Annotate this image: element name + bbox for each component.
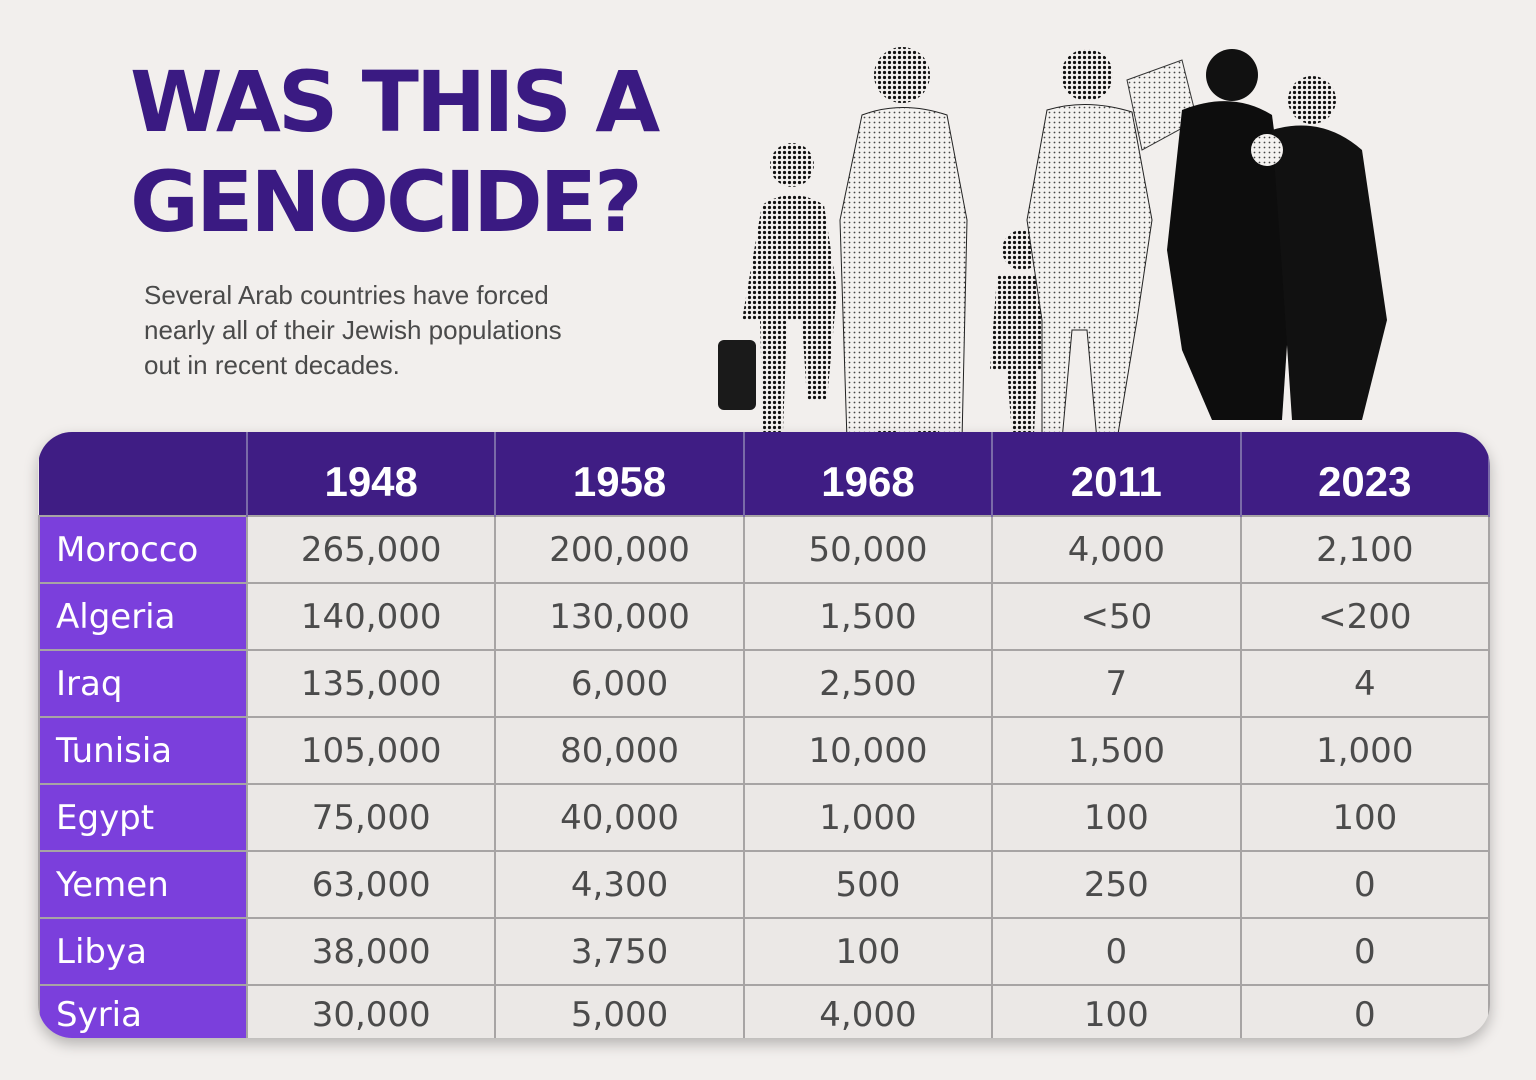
value-cell: 135,000 <box>245 649 497 718</box>
value-cell: 200,000 <box>494 515 745 584</box>
year-header: 1958 <box>495 432 745 516</box>
value-cell: 1,000 <box>742 783 994 852</box>
value-cell: 2,500 <box>742 649 994 718</box>
value-cell: 75,000 <box>245 783 497 852</box>
value-cell: 100 <box>991 984 1242 1038</box>
value-cell: 38,000 <box>245 917 497 986</box>
value-cell: 6,000 <box>494 649 745 718</box>
value-cell: 1,000 <box>1239 716 1490 785</box>
country-cell: Yemen <box>38 850 248 919</box>
value-cell: 0 <box>1239 850 1490 919</box>
subtitle: Several Arab countries have forced nearl… <box>144 280 562 380</box>
country-cell: Tunisia <box>38 716 248 785</box>
women-figures-dark <box>1167 49 1387 420</box>
country-cell: Libya <box>38 917 248 986</box>
value-cell: 10,000 <box>742 716 994 785</box>
value-cell: 2,100 <box>1239 515 1490 584</box>
country-cell: Algeria <box>38 582 248 651</box>
value-cell: 0 <box>1239 917 1490 986</box>
country-cell: Iraq <box>38 649 248 718</box>
value-cell: 40,000 <box>494 783 745 852</box>
table-row: Morocco 265,000 200,000 50,000 4,000 2,1… <box>38 515 1490 584</box>
year-header: 1968 <box>743 432 994 516</box>
table-row: Libya 38,000 3,750 100 0 0 <box>38 917 1490 986</box>
country-cell: Syria <box>38 984 248 1038</box>
value-cell: 30,000 <box>245 984 497 1038</box>
value-cell: 130,000 <box>494 582 745 651</box>
country-cell: Egypt <box>38 783 248 852</box>
value-cell: 500 <box>742 850 994 919</box>
value-cell: 4,300 <box>494 850 745 919</box>
value-cell: 1,500 <box>991 716 1242 785</box>
value-cell: 80,000 <box>494 716 745 785</box>
value-cell: 0 <box>991 917 1242 986</box>
value-cell: <50 <box>991 582 1242 651</box>
table-row: Iraq 135,000 6,000 2,500 7 4 <box>38 649 1490 718</box>
table-row: Algeria 140,000 130,000 1,500 <50 <200 <box>38 582 1490 651</box>
value-cell: 63,000 <box>245 850 497 919</box>
value-cell: 105,000 <box>245 716 497 785</box>
value-cell: 265,000 <box>245 515 497 584</box>
table-row: Syria 30,000 5,000 4,000 100 0 <box>38 984 1490 1038</box>
value-cell: 100 <box>742 917 994 986</box>
title-line-1: WAS THIS A <box>130 53 660 151</box>
child-figure-left <box>718 143 837 460</box>
value-cell: 3,750 <box>494 917 745 986</box>
value-cell: 5,000 <box>494 984 745 1038</box>
value-cell: 100 <box>1239 783 1490 852</box>
value-cell: 1,500 <box>742 582 994 651</box>
value-cell: 4 <box>1239 649 1490 718</box>
value-cell: 250 <box>991 850 1242 919</box>
value-cell: 140,000 <box>245 582 497 651</box>
man-figure-white-robe <box>839 47 968 470</box>
page-title: WAS THIS A GENOCIDE? <box>130 52 660 252</box>
value-cell: 50,000 <box>742 515 994 584</box>
population-table: 1948 1958 1968 2011 2023 Morocco 265,000… <box>38 432 1490 1038</box>
table-row: Yemen 63,000 4,300 500 250 0 <box>38 850 1490 919</box>
year-header: 2023 <box>1240 432 1490 516</box>
value-cell: <200 <box>1239 582 1490 651</box>
refugee-family-photo <box>718 47 1387 470</box>
table-row: Tunisia 105,000 80,000 10,000 1,500 1,00… <box>38 716 1490 785</box>
value-cell: 0 <box>1239 984 1490 1038</box>
table-header-row: 1948 1958 1968 2011 2023 <box>39 432 1490 516</box>
title-line-2: GENOCIDE? <box>130 153 643 251</box>
value-cell: 7 <box>991 649 1242 718</box>
value-cell: 4,000 <box>991 515 1242 584</box>
year-header: 1948 <box>247 432 497 516</box>
value-cell: 100 <box>991 783 1242 852</box>
year-header: 2011 <box>992 432 1242 516</box>
country-cell: Morocco <box>38 515 248 584</box>
header-corner-cell <box>39 432 248 516</box>
table-row: Egypt 75,000 40,000 1,000 100 100 <box>38 783 1490 852</box>
value-cell: 4,000 <box>742 984 994 1038</box>
